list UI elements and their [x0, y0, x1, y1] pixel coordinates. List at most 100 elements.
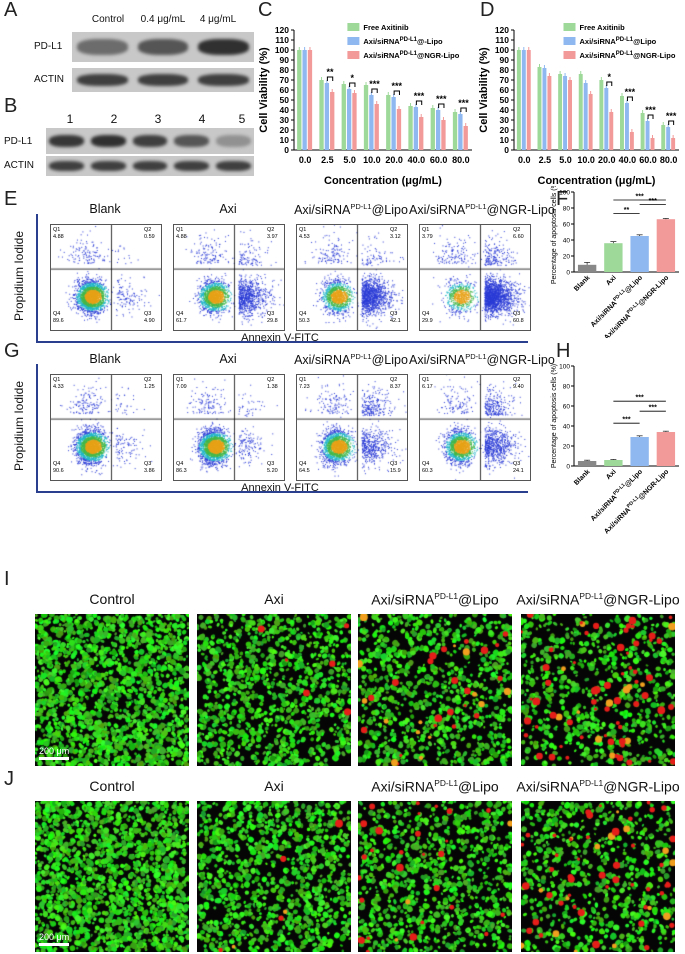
quadrant-label-q2: Q2 9.40: [513, 377, 524, 390]
bar: [441, 120, 446, 150]
quadrant-label-q2: Q2 1.38: [267, 377, 278, 390]
western-blot-b: 1 2 3 4 5 PD-L1 ACTIN: [4, 112, 254, 176]
y-tick-label: 0: [504, 145, 509, 155]
flow-scatter-plot: [419, 374, 531, 481]
fluorescence-image: [521, 801, 675, 952]
quadrant-label-q1: Q1 4.88: [53, 227, 64, 240]
fluorescence-image: [197, 614, 351, 766]
y-tick-label: 40: [563, 424, 571, 431]
bar: [537, 67, 542, 150]
wb-a-row-label: PD-L1: [34, 41, 63, 52]
quadrant-label-q3: Q3 5.20: [267, 461, 278, 474]
y-tick-label: 100: [559, 190, 570, 197]
wb-b-lane-label: 5: [238, 112, 246, 126]
y-tick-label: 60: [280, 85, 290, 95]
bar: [542, 68, 547, 150]
bar: [341, 84, 346, 150]
scale-bar: [39, 757, 69, 760]
significance-bracket: [668, 120, 675, 125]
x-axis-label: Concentration (μg/mL): [538, 175, 656, 187]
quadrant-label-q3: Q3 24.1: [513, 461, 524, 474]
quadrant-label-q1: Q1 4.33: [53, 377, 64, 390]
microscopy-column-title: Axi/siRNAPD-L1@Lipo: [371, 778, 499, 795]
x-tick-label: 20.0: [385, 155, 403, 165]
quadrant-label-q1: Q1 7.09: [176, 377, 187, 390]
bar: [583, 83, 588, 150]
fluorescence-image: [197, 801, 351, 952]
wb-b-lane-label: 3: [154, 112, 162, 126]
wb-band: [137, 74, 189, 86]
y-axis-label: Cell Viability (%): [478, 47, 490, 133]
bar: [630, 236, 649, 272]
bar: [391, 97, 396, 150]
bar: [666, 127, 671, 150]
wb-a-col-label: 0.4 μg/mL: [140, 14, 186, 25]
wb-b-row-label: ACTIN: [4, 160, 34, 171]
quadrant-label-q2: Q2 0.59: [144, 227, 155, 240]
flow-scatter-plot: [419, 224, 531, 331]
quadrant-label-q2: Q2 8.37: [390, 377, 401, 390]
flow-cytometry-g: Propidium Iodide Annexin V-FITC Blank Q1 4.3…: [0, 350, 555, 500]
quadrant-label-q4: Q4 89.6: [53, 311, 64, 324]
bar: [521, 50, 526, 150]
flow-axis-frame: [36, 364, 528, 493]
bar: [558, 74, 563, 150]
panel-label-c: C: [258, 0, 273, 21]
y-tick-label: 100: [495, 45, 509, 55]
bar: [609, 112, 614, 150]
significance-label: ***: [414, 91, 425, 101]
quadrant-label-q3: Q3 29.8: [267, 311, 278, 324]
x-tick-label: 40.0: [619, 155, 637, 165]
significance-bracket: [371, 88, 378, 93]
significance-bracket: [626, 96, 633, 101]
fluorescence-image: [521, 614, 675, 766]
y-tick-label: 20: [280, 125, 290, 135]
panel-label-d: D: [480, 0, 495, 21]
microscopy-grid-j: Control 200 μm Axi Axi/siRNAPD-L1@Lipo Axi/s…: [0, 772, 685, 954]
x-tick-label: 5.0: [343, 155, 356, 165]
wb-band: [198, 74, 250, 86]
legend-swatch: [347, 23, 360, 31]
quadrant-label-q3: Q3 15.9: [390, 461, 401, 474]
x-tick-label: Axi: [605, 468, 618, 481]
flow-plot-title: Blank: [89, 202, 121, 216]
y-tick-label: 50: [280, 95, 290, 105]
bar: [408, 106, 413, 150]
panel-label-a: A: [4, 0, 18, 21]
significance-label: ***: [622, 417, 630, 424]
bar: [547, 76, 552, 150]
scale-bar-label: 200 μm: [39, 932, 70, 942]
significance-bracket: [326, 76, 334, 81]
significance-label: **: [327, 67, 335, 77]
significance-bracket: [349, 82, 356, 87]
wb-band: [90, 161, 126, 171]
legend-label: Axi/siRNAPD-L1@Lipo: [580, 37, 657, 46]
x-tick-label: 2.5: [539, 155, 552, 165]
y-tick-label: 10: [280, 135, 290, 145]
bar: [452, 112, 458, 150]
bar: [363, 85, 369, 150]
x-tick-label: 5.0: [559, 155, 572, 165]
fluorescence-image: 200 μm: [35, 801, 189, 952]
bar: [324, 83, 330, 150]
bar: [661, 125, 666, 150]
y-tick-label: 80: [563, 384, 571, 391]
legend-label: Axi/siRNAPD-L1@NGR-Lipo: [580, 51, 676, 60]
y-tick-label: 0: [566, 464, 570, 471]
wb-band: [49, 161, 85, 171]
bar: [346, 89, 352, 150]
significance-label: **: [624, 207, 630, 214]
wb-b-row-label: PD-L1: [4, 136, 33, 147]
y-tick-label: 40: [563, 238, 571, 245]
wb-a-strip-pdl1: [72, 32, 254, 62]
y-tick-label: 110: [275, 35, 289, 45]
wb-band: [215, 161, 251, 171]
bar: [599, 80, 604, 150]
flow-scatter-plot: [50, 374, 162, 481]
bar: [352, 93, 357, 150]
significance-label: ***: [458, 98, 469, 108]
y-tick-label: 40: [500, 105, 510, 115]
bar: [656, 219, 676, 272]
legend-label: Axi/siRNAPD-L1@-Lipo: [363, 37, 443, 46]
bar: [588, 94, 593, 150]
